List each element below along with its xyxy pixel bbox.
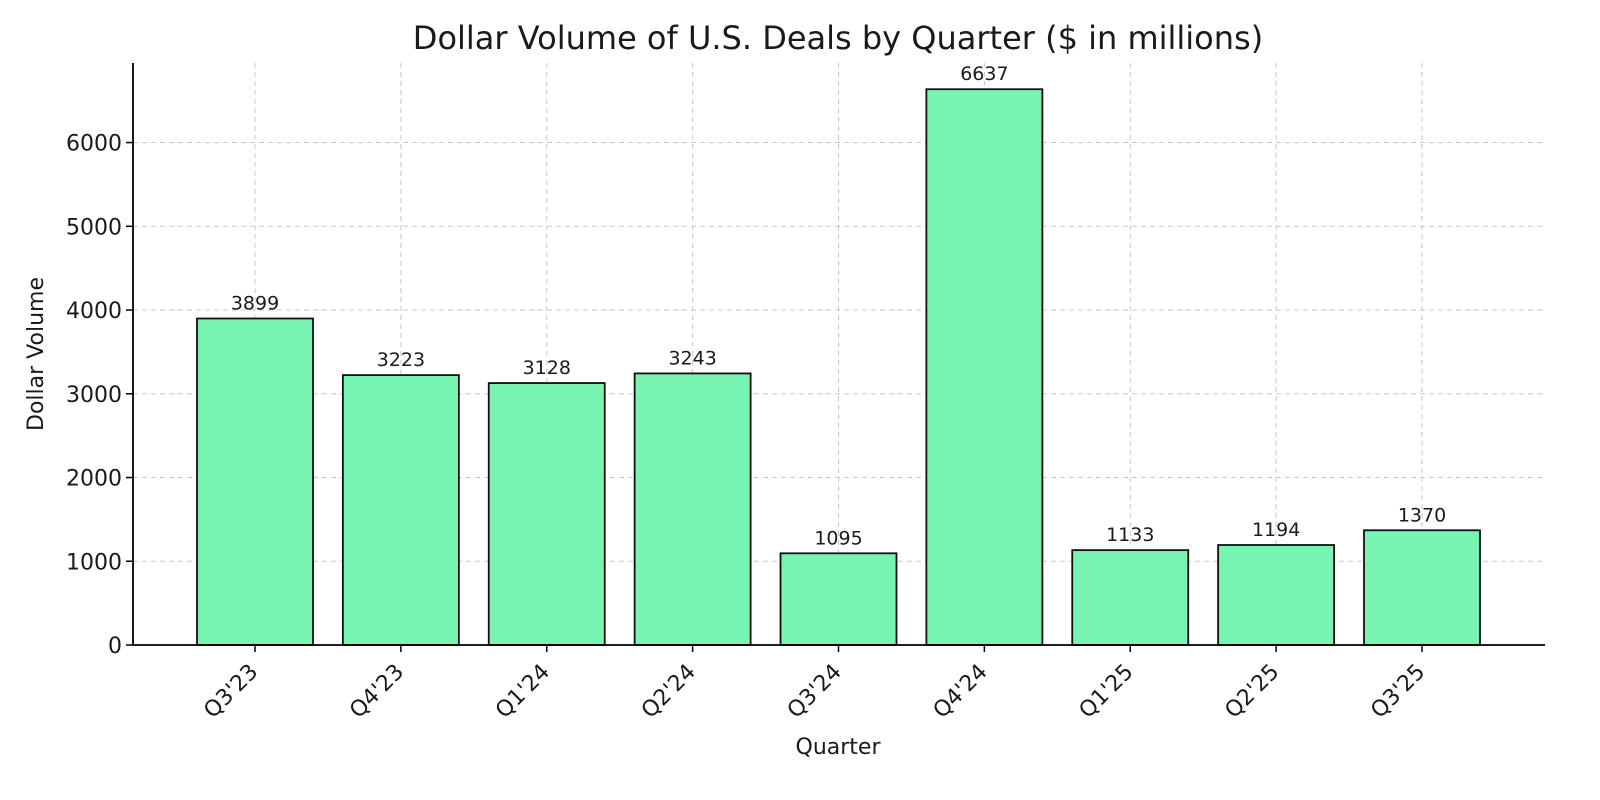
y-tick-label: 2000 (66, 467, 122, 492)
bar-Q4'24 (925, 88, 1044, 646)
chart-title: Dollar Volume of U.S. Deals by Quarter (… (413, 19, 1263, 57)
x-tick-label: Q3'25 (1366, 660, 1430, 724)
x-tick-label: Q4'23 (345, 660, 409, 724)
bar-value-label: 1133 (1106, 524, 1154, 546)
bar-Q1'25 (1071, 549, 1190, 646)
y-tick-label: 5000 (66, 215, 122, 240)
bar-Q2'24 (633, 372, 752, 646)
y-tick-label: 3000 (66, 383, 122, 408)
bar-Q2'25 (1217, 544, 1336, 646)
y-tick-label: 4000 (66, 299, 122, 324)
bar-value-label: 6637 (960, 63, 1008, 85)
bar-Q3'25 (1363, 529, 1481, 646)
x-tick-label: Q2'25 (1220, 660, 1284, 724)
y-axis-label: Dollar Volume (24, 277, 49, 431)
bar-value-label: 1370 (1398, 504, 1446, 526)
bars (196, 88, 1481, 646)
y-tick-label: 6000 (66, 132, 122, 157)
x-tick-label: Q2'24 (637, 660, 701, 724)
bar-value-label: 1095 (814, 527, 862, 549)
bar-value-label: 3128 (523, 357, 571, 379)
y-tick-label: 0 (108, 634, 122, 659)
x-tick-label: Q4'24 (929, 660, 993, 724)
bar-Q1'24 (487, 382, 606, 646)
x-tick-label: Q3'23 (199, 660, 263, 724)
x-tick-label: Q1'25 (1075, 660, 1139, 724)
y-tick-label: 1000 (66, 550, 122, 575)
bar-Q3'24 (779, 552, 898, 646)
bar-value-label: 3223 (377, 349, 425, 371)
bar-value-label: 3899 (231, 292, 279, 314)
bar-Q4'23 (341, 374, 460, 646)
axes (126, 63, 1545, 652)
bar-value-label: 1194 (1252, 519, 1300, 541)
bar-Q3'23 (196, 317, 314, 646)
x-axis-label: Quarter (796, 735, 882, 760)
x-tick-label: Q3'24 (783, 660, 847, 724)
x-tick-label: Q1'24 (491, 660, 555, 724)
bar-value-label: 3243 (668, 347, 716, 369)
